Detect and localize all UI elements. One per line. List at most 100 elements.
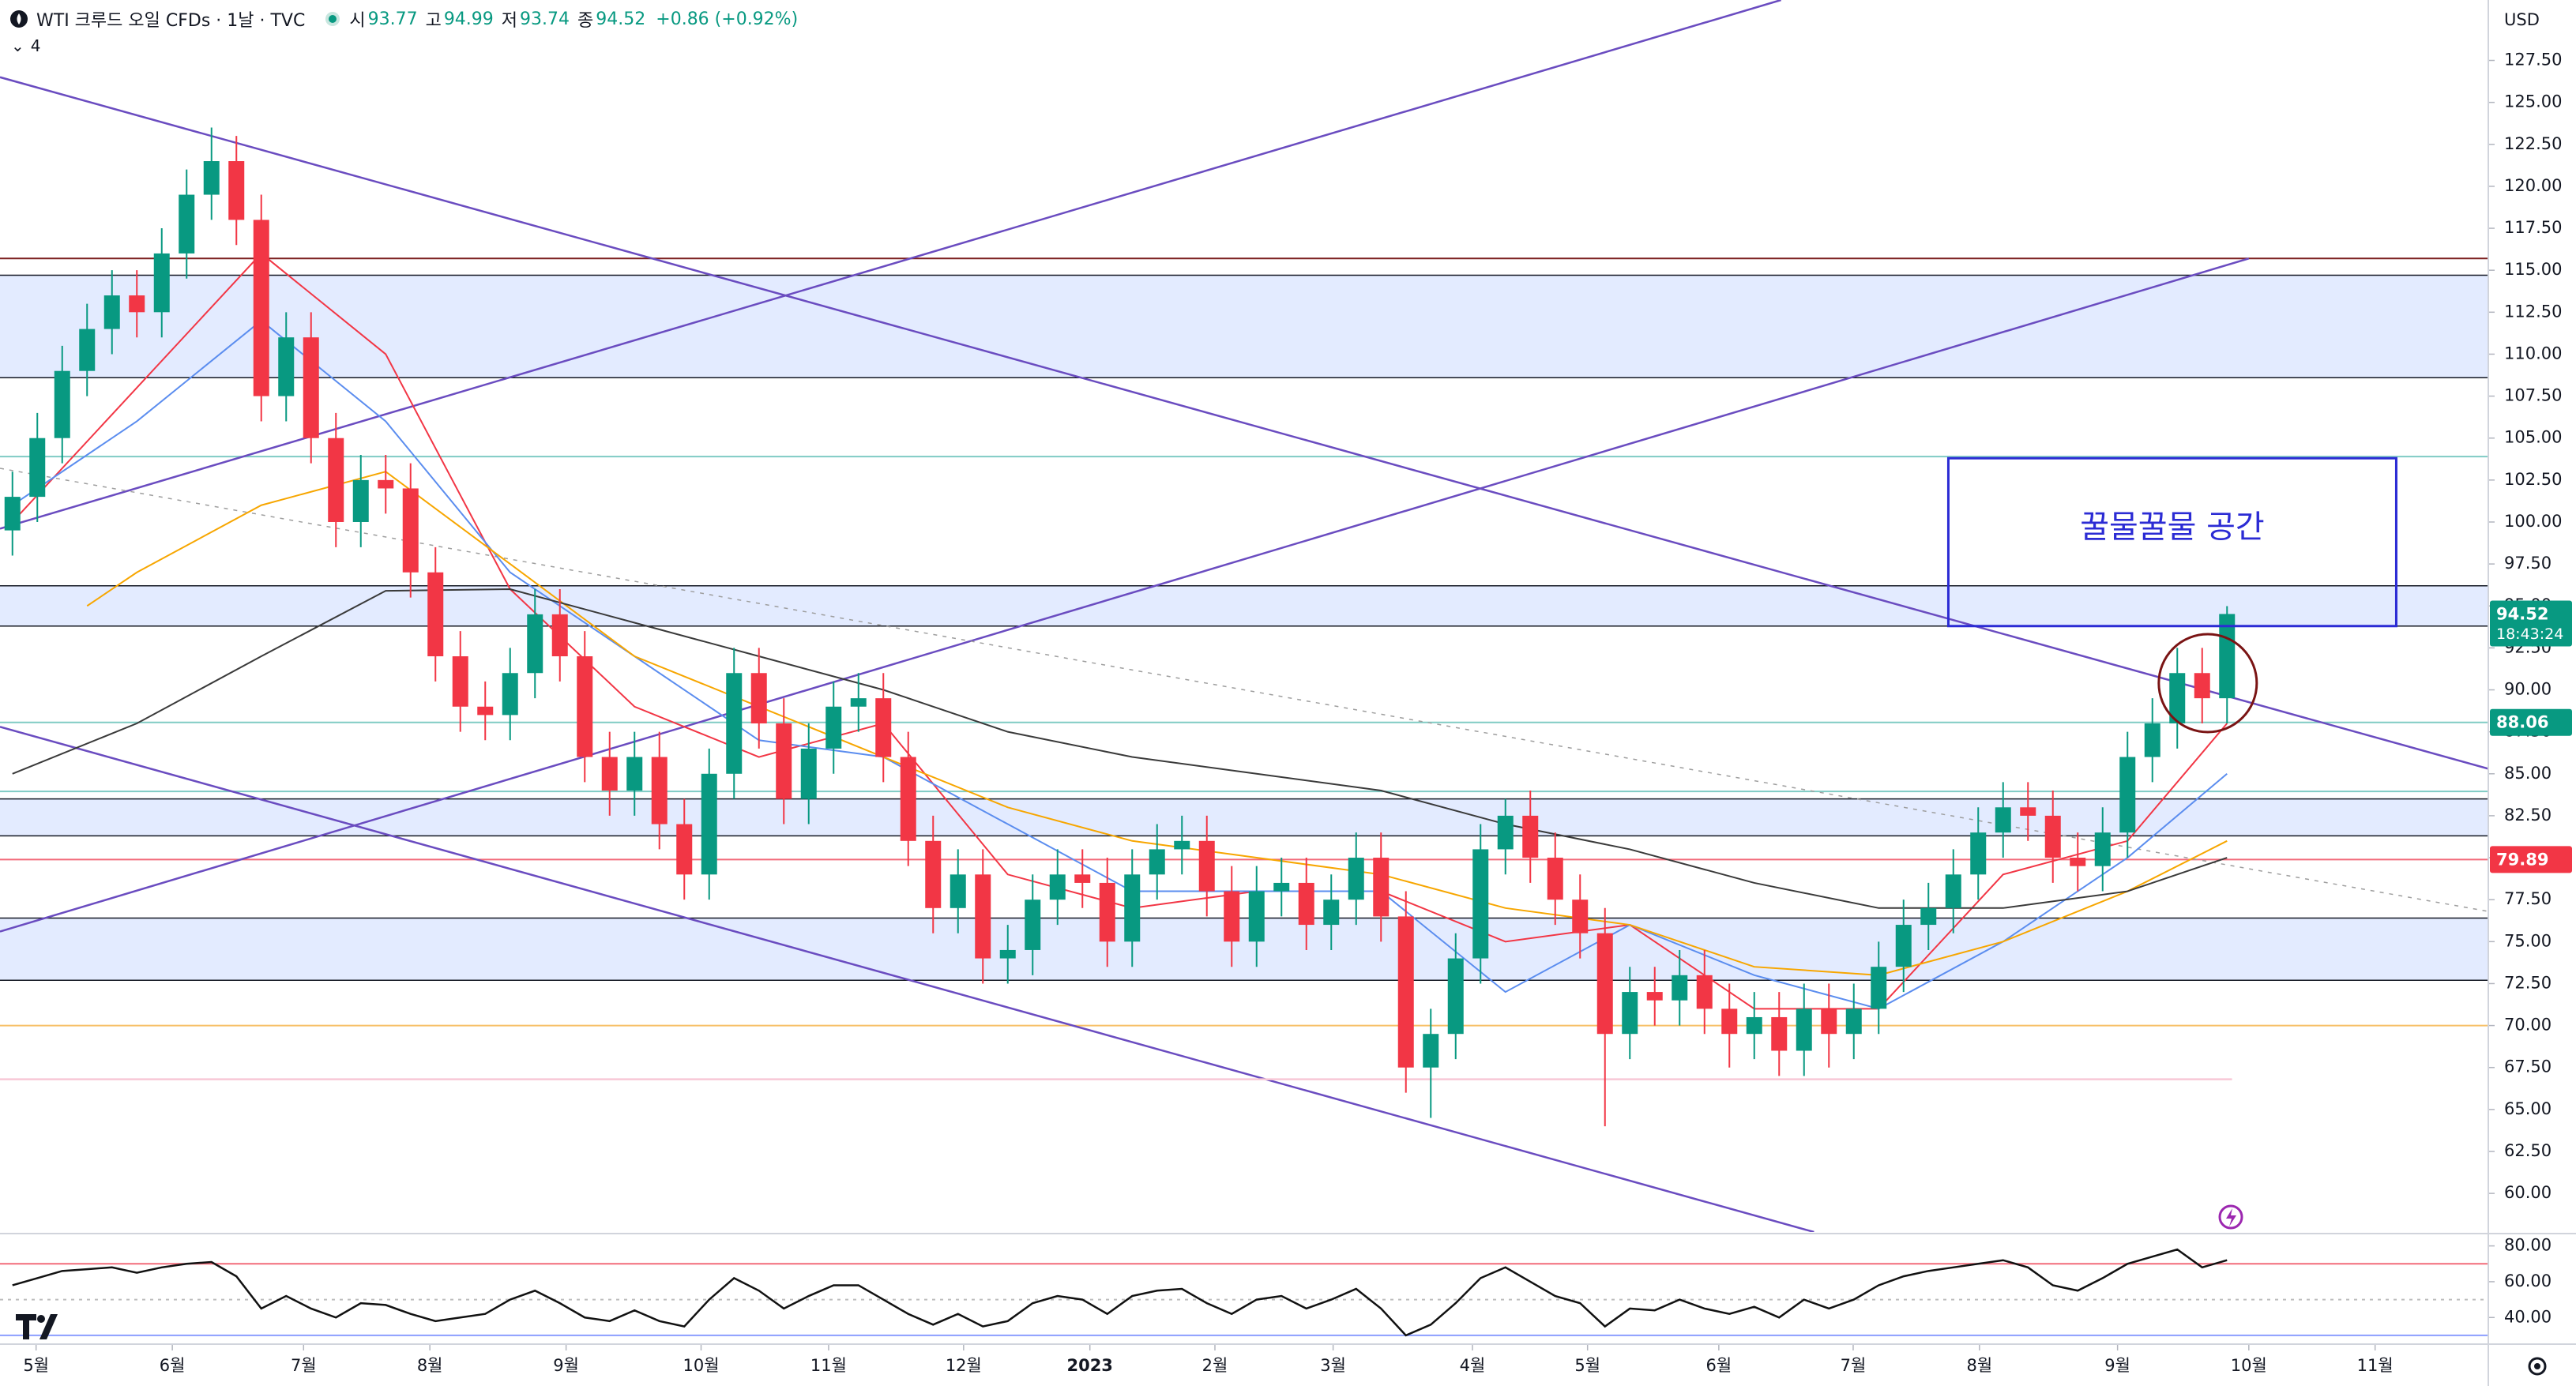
y-tick-label: 40.00 xyxy=(2504,1307,2552,1326)
y-tick-label: 107.50 xyxy=(2504,386,2562,405)
y-tick-label: 65.00 xyxy=(2504,1099,2552,1118)
price-label: 88.06 xyxy=(2496,713,2548,732)
candle-body xyxy=(1323,900,1340,926)
zone xyxy=(0,918,2488,981)
y-tick-label: 115.00 xyxy=(2504,260,2562,279)
tv-logo xyxy=(16,1314,58,1339)
alert-icon[interactable] xyxy=(2218,1204,2243,1230)
candle-body xyxy=(626,757,643,791)
x-tick-label: 2월 xyxy=(1202,1356,1228,1375)
candle-body xyxy=(2194,673,2210,699)
candle-body xyxy=(1049,874,1066,900)
candle-body xyxy=(2020,807,2036,816)
price-label-bg xyxy=(2490,846,2572,873)
price-pane: 꿀물꿀물 공간 xyxy=(0,0,2488,1232)
candle-body xyxy=(1522,815,1539,858)
rsi-pane xyxy=(0,1248,2488,1337)
currency: USD xyxy=(2504,10,2540,29)
candle-body xyxy=(1373,858,1390,917)
y-tick-label: 122.50 xyxy=(2504,134,2562,153)
candle-body xyxy=(1895,925,1912,967)
candle-body xyxy=(577,656,593,757)
candle-body xyxy=(1646,992,1663,1001)
ohlc-close: 종 94.52 xyxy=(577,6,645,32)
symbol[interactable]: WTI 크루드 오일 CFDs · 1날 · TVC xyxy=(36,11,306,31)
y-tick-label: 77.50 xyxy=(2504,889,2552,908)
candle-body xyxy=(2070,858,2086,866)
trend-line xyxy=(0,257,2250,933)
candle-body xyxy=(2094,832,2111,866)
candle-body xyxy=(4,497,21,531)
candle-body xyxy=(1970,832,1987,875)
candle-body xyxy=(1596,933,1613,1035)
candle-body xyxy=(2219,614,2236,699)
y-tick-label: 60.00 xyxy=(2504,1183,2552,1202)
price-label: 79.89 xyxy=(2496,850,2548,869)
x-tick-label: 5월 xyxy=(23,1356,49,1375)
candle-body xyxy=(352,479,369,522)
y-tick-label: 75.00 xyxy=(2504,931,2552,950)
candle-body xyxy=(1845,1009,1862,1035)
candle-body xyxy=(2144,723,2160,757)
x-tick-label: 7월 xyxy=(291,1356,317,1375)
candle-body xyxy=(1248,891,1265,942)
settings-icon[interactable] xyxy=(2528,1357,2547,1376)
candle-body xyxy=(551,614,568,657)
x-tick-label: 6월 xyxy=(160,1356,186,1375)
candle-body xyxy=(950,874,966,908)
trend-line xyxy=(0,468,2488,912)
y-tick-label: 117.50 xyxy=(2504,218,2562,237)
candle-body xyxy=(54,370,70,438)
candle-body xyxy=(825,706,842,749)
candle-body xyxy=(1348,858,1364,900)
candle-body xyxy=(1149,849,1165,875)
x-tick-label: 9월 xyxy=(2104,1356,2130,1375)
rsi-line xyxy=(12,1248,2228,1337)
price-label-bg xyxy=(2490,600,2572,647)
annotation-text: 꿀물꿀물 공간 xyxy=(2080,509,2265,545)
ohlc-open: 시 93.77 xyxy=(349,6,417,32)
legend: WTI 크루드 오일 CFDs · 1날 · TVC 시 93.77 고 94.99… xyxy=(9,6,798,32)
x-tick-label: 3월 xyxy=(1320,1356,1346,1375)
moving-average xyxy=(12,319,2228,1010)
candle-body xyxy=(2169,673,2186,724)
candle-body xyxy=(79,329,96,371)
candle-body xyxy=(875,698,892,757)
candle-body xyxy=(153,253,170,313)
indicator-toggle[interactable]: ⌄ 4 xyxy=(11,36,41,55)
y-tick-label: 70.00 xyxy=(2504,1016,2552,1035)
x-tick-label: 4월 xyxy=(1460,1356,1486,1375)
annotation-box xyxy=(1946,456,2397,628)
y-tick-label: 105.00 xyxy=(2504,428,2562,447)
x-tick-label: 8월 xyxy=(1966,1356,1992,1375)
candle-body xyxy=(651,757,668,824)
countdown: 18:43:24 xyxy=(2496,625,2563,643)
candle-body xyxy=(1224,891,1240,942)
x-tick-label: 9월 xyxy=(553,1356,579,1375)
candle-body xyxy=(452,656,468,707)
candle-body xyxy=(303,337,319,438)
chevron: ⌄ xyxy=(11,36,24,55)
value: 94.99 xyxy=(443,9,494,29)
candle-body xyxy=(1771,1016,1788,1051)
y-tick-label: 125.00 xyxy=(2504,92,2562,111)
y-tick-label: 112.50 xyxy=(2504,302,2562,321)
trend-line xyxy=(0,76,2488,770)
y-tick-label: 62.50 xyxy=(2504,1141,2552,1160)
candle-body xyxy=(2119,757,2136,833)
candle-body xyxy=(427,572,444,657)
candle-body xyxy=(1124,874,1141,942)
value: 93.74 xyxy=(520,9,570,29)
x-tick-label: 6월 xyxy=(1706,1356,1732,1375)
y-tick-label: 72.50 xyxy=(2504,973,2552,992)
candle-body xyxy=(601,757,618,791)
change: +0.86 (+0.92%) xyxy=(656,9,799,29)
candle-body xyxy=(29,438,46,498)
candle-body xyxy=(1025,900,1041,950)
candle-body xyxy=(103,295,120,329)
candle-body xyxy=(402,488,419,573)
x-tick-label: 7월 xyxy=(1841,1356,1867,1375)
y-tick-label: 100.00 xyxy=(2504,512,2562,531)
candle-body xyxy=(228,161,245,220)
